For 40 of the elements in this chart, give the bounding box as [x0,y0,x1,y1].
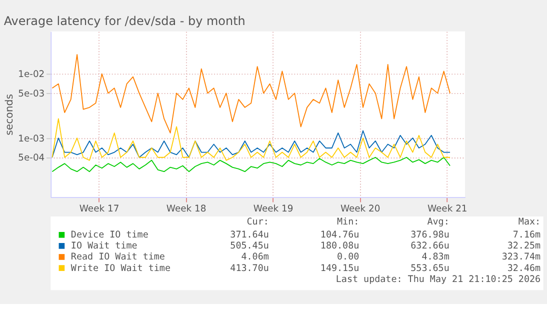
text: 323.74m [502,252,542,263]
chart-title: Average latency for /dev/sda - by month [4,14,246,28]
legend-label: Write IO Wait time [70,262,170,274]
x-tick-label: Week 19 [253,203,294,214]
x-tick-label: Week 18 [166,203,206,214]
text: Last update: Thu May 21 21:10:25 2026 [336,274,541,285]
text: 104.76u [320,230,360,241]
y-tick-label: 1e-03 [18,133,45,144]
text: 32.46m [507,262,542,274]
line-series [52,130,450,158]
legend-label: IO Wait time [70,240,138,252]
text: 376.98u [410,230,450,241]
legend-label: Device IO time [70,230,148,241]
line-series [52,118,450,161]
text: 371.64u [230,230,269,241]
text: 0.00 [337,252,360,263]
x-tick-label: Week 21 [427,203,468,214]
line-series [52,54,450,134]
x-tick-label: Week 17 [79,203,120,214]
line-series [52,156,450,172]
text: 505.45u [230,240,269,252]
text: 180.08u [320,240,360,252]
text: 4.83m [422,252,450,263]
x-tick-label: Week 20 [340,203,380,214]
y-tick-label: 5e-04 [18,152,45,164]
text: 632.66u [410,240,450,252]
legend-label: Read IO Wait time [70,252,165,263]
y-tick-label: 1e-02 [18,69,45,80]
text: Max: [518,216,541,228]
text: 7.16m [512,230,542,241]
text: 413.70u [230,262,269,274]
text: 32.25m [507,240,542,252]
y-tick-label: 5e-03 [18,88,45,100]
text: 553.65u [410,262,450,274]
text: 149.15u [320,262,360,274]
y-axis-title: seconds [4,94,16,136]
text: Min: [337,216,360,228]
text: 4.06m [241,252,270,263]
text: Cur: [246,216,269,228]
text: Avg: [427,216,450,228]
